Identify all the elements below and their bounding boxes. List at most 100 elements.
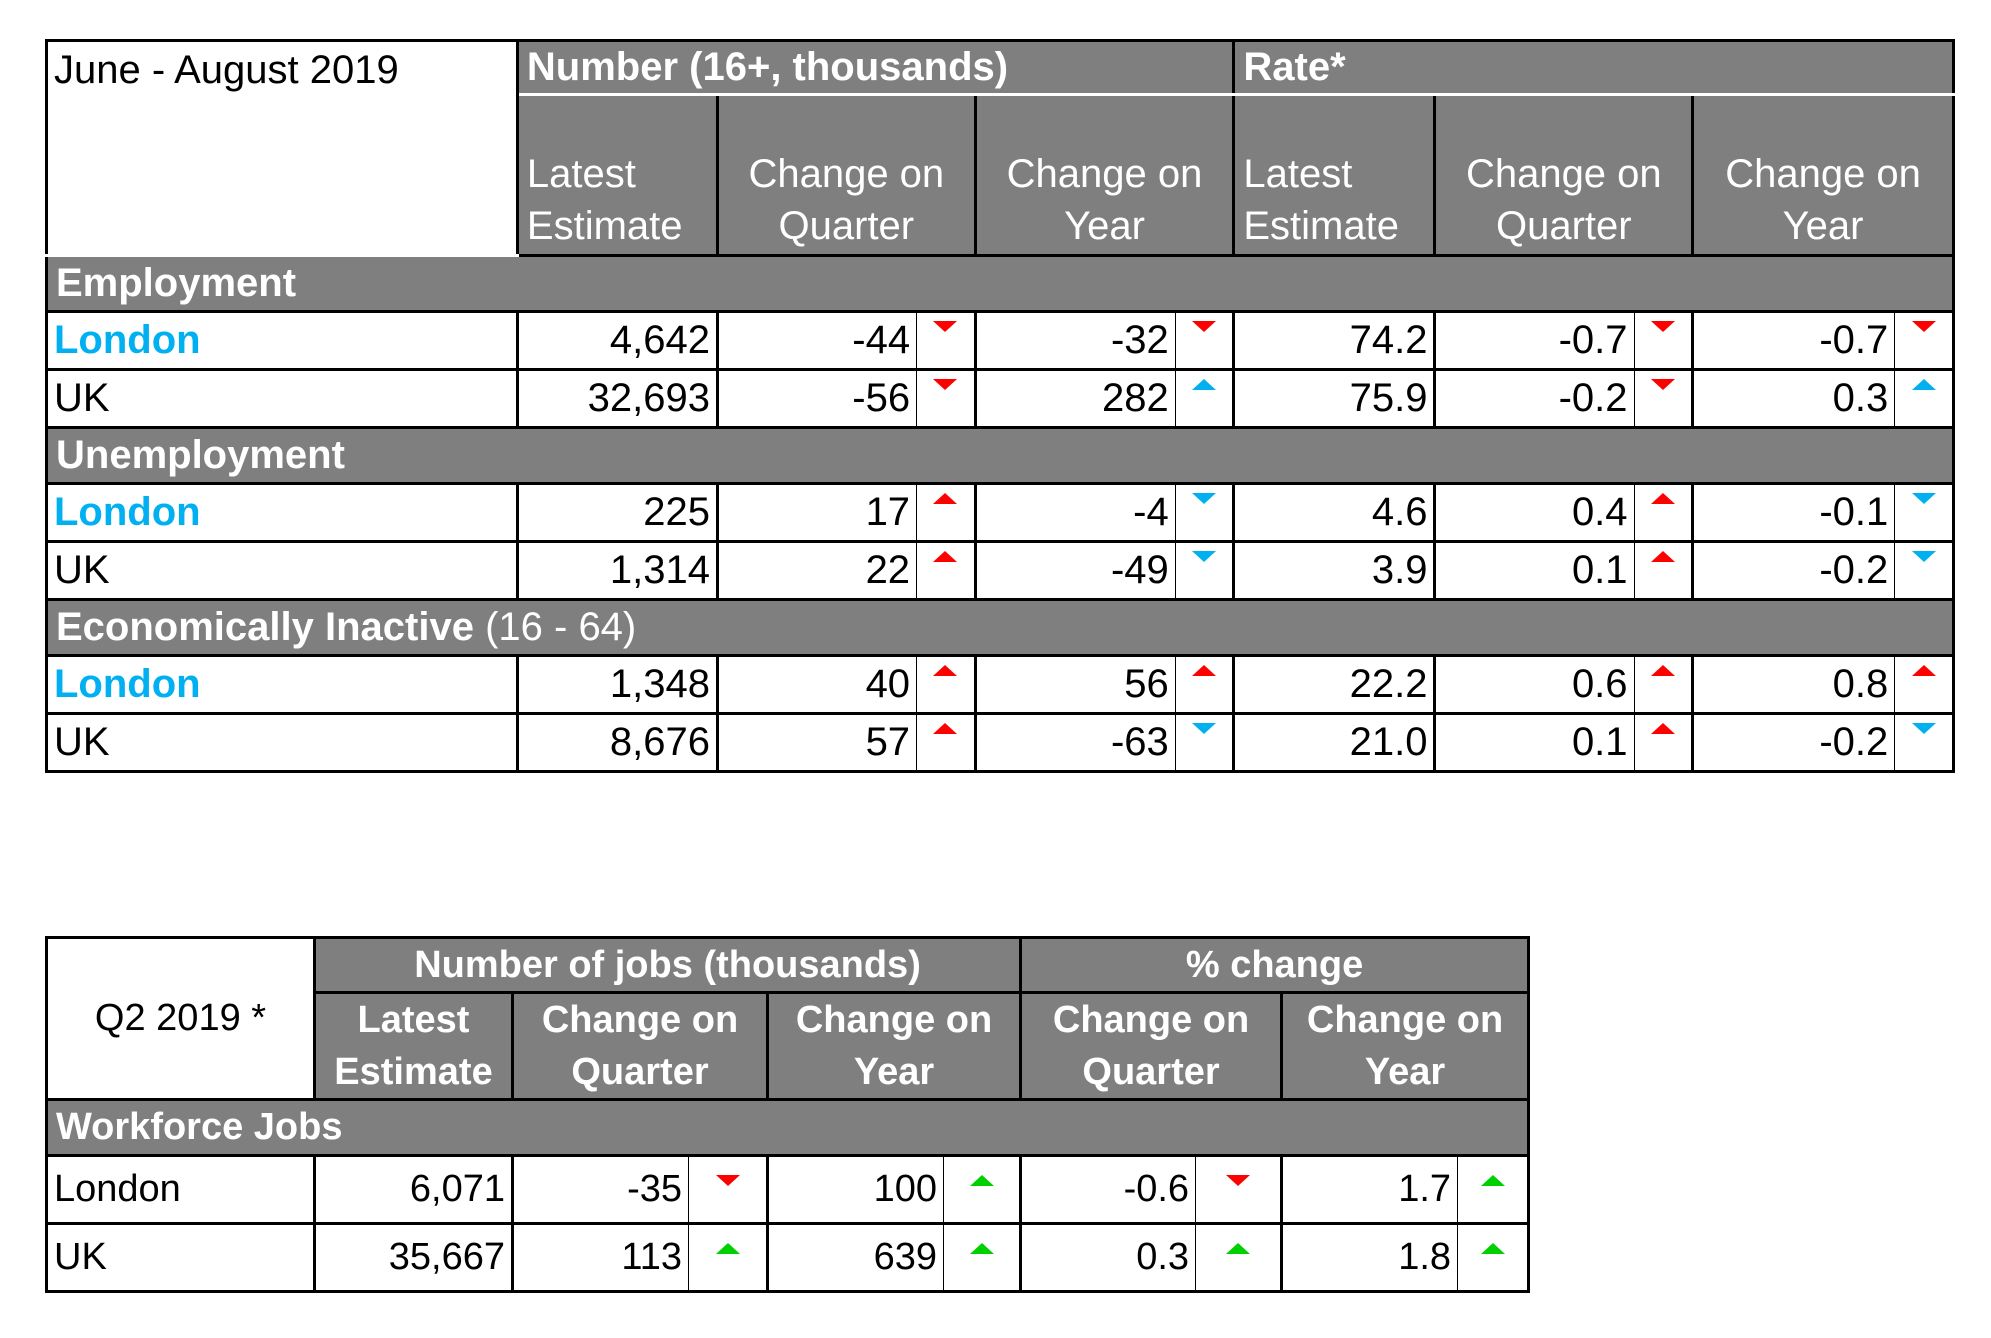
number-change-on-year: -63 <box>973 713 1176 773</box>
rate-change-on-quarter: 0.6 <box>1433 655 1635 715</box>
rate-change-on-quarter: 0.1 <box>1433 713 1635 773</box>
section-header: Employment <box>45 255 1955 313</box>
rate-latest-estimate: 74.2 <box>1232 311 1437 371</box>
arrow-down-icon <box>1911 493 1936 504</box>
trend-arrow-icon <box>1633 655 1695 715</box>
arrow-down-icon <box>933 321 958 332</box>
row-label: London <box>45 311 519 371</box>
section-header: Economically Inactive (16 - 64) <box>45 599 1955 657</box>
number-latest-estimate: 1,314 <box>515 541 719 601</box>
col-header-change-on-quarter: Change on Quarter <box>715 94 977 257</box>
group-header-rate: Rate* <box>1232 40 1955 96</box>
trend-arrow-icon <box>1633 369 1695 429</box>
arrow-up-icon <box>1480 1243 1505 1254</box>
table-row: UK 32,693 -56 282 75.9 -0.2 0.3 <box>45 369 1955 429</box>
table-row: London 6,071 -35 100 -0.6 1.7 <box>45 1155 1531 1225</box>
trend-arrow-icon <box>1174 369 1236 429</box>
row-label: London <box>45 1155 316 1225</box>
trend-arrow-icon <box>1174 311 1236 371</box>
arrow-down-icon <box>1650 379 1675 390</box>
arrow-up-icon <box>1650 665 1675 676</box>
row-label: UK <box>45 713 519 773</box>
col-header-rate-change-on-year: Change on Year <box>1691 94 1955 257</box>
rate-change-on-quarter: -0.2 <box>1433 369 1635 429</box>
table-row: London 225 17 -4 4.6 0.4 -0.1 <box>45 483 1955 543</box>
arrow-up-icon <box>1650 723 1675 734</box>
arrow-down-icon <box>1911 321 1936 332</box>
group-header-pct-change: % change <box>1019 937 1531 994</box>
rate-change-on-year: -0.2 <box>1691 541 1895 601</box>
section-workforce-jobs: Workforce Jobs <box>44 1099 1531 1157</box>
number-latest-estimate: 32,693 <box>515 369 719 429</box>
jobs-change-on-year: 639 <box>766 1223 944 1293</box>
number-change-on-quarter: 22 <box>715 541 917 601</box>
rate-change-on-quarter: 0.1 <box>1433 541 1635 601</box>
rate-latest-estimate: 75.9 <box>1232 369 1437 429</box>
trend-arrow-icon <box>1894 369 1955 429</box>
arrow-down-icon <box>933 379 958 390</box>
trend-arrow-icon <box>1633 541 1695 601</box>
trend-arrow-icon <box>1894 713 1955 773</box>
trend-arrow-icon <box>1633 713 1695 773</box>
col-header-latest-estimate: Latest Estimate <box>313 992 514 1101</box>
col-header-latest-estimate: Latest Estimate <box>515 94 719 257</box>
rate-change-on-year: -0.2 <box>1691 713 1895 773</box>
trend-arrow-icon <box>1174 655 1236 715</box>
number-latest-estimate: 4,642 <box>515 311 719 371</box>
trend-arrow-icon <box>1174 713 1236 773</box>
arrow-up-icon <box>1192 379 1217 390</box>
jobs-change-on-quarter: -35 <box>511 1155 689 1225</box>
arrow-up-icon <box>1192 665 1217 676</box>
jobs-latest-estimate: 6,071 <box>313 1155 514 1225</box>
arrow-down-icon <box>1192 723 1217 734</box>
number-change-on-quarter: -44 <box>715 311 917 371</box>
arrow-up-icon <box>1911 379 1936 390</box>
arrow-up-icon <box>1650 551 1675 562</box>
section-header: Unemployment <box>45 427 1955 485</box>
pct-change-on-quarter: 0.3 <box>1019 1223 1196 1293</box>
period-label: June - August 2019 <box>45 40 519 257</box>
row-label: UK <box>45 1223 316 1293</box>
row-label: UK <box>45 369 519 429</box>
rate-latest-estimate: 21.0 <box>1232 713 1437 773</box>
trend-arrow-icon <box>688 1155 769 1225</box>
rate-change-on-year: 0.8 <box>1691 655 1895 715</box>
rate-latest-estimate: 4.6 <box>1232 483 1437 543</box>
trend-arrow-icon <box>1174 541 1236 601</box>
trend-arrow-icon <box>688 1223 769 1293</box>
trend-arrow-icon <box>916 541 977 601</box>
trend-arrow-icon <box>916 655 977 715</box>
group-header-jobs: Number of jobs (thousands) <box>312 937 1023 994</box>
pct-change-on-quarter: -0.6 <box>1019 1155 1196 1225</box>
section-title: Employment <box>56 261 297 305</box>
trend-arrow-icon <box>1894 483 1955 543</box>
arrow-up-icon <box>1650 493 1675 504</box>
trend-arrow-icon <box>1894 655 1955 715</box>
number-change-on-quarter: 17 <box>715 483 917 543</box>
number-change-on-year: 282 <box>973 369 1176 429</box>
arrow-up-icon <box>715 1243 740 1254</box>
trend-arrow-icon <box>1633 311 1695 371</box>
table-row: UK 8,676 57 -63 21.0 0.1 -0.2 <box>45 713 1955 773</box>
col-header-rate-change-on-quarter: Change on Quarter <box>1433 94 1695 257</box>
arrow-down-icon <box>715 1175 740 1186</box>
number-change-on-year: 56 <box>973 655 1176 715</box>
arrow-up-icon <box>933 551 958 562</box>
arrow-up-icon <box>933 493 958 504</box>
section-title: Economically Inactive <box>56 605 474 649</box>
jobs-latest-estimate: 35,667 <box>313 1223 514 1293</box>
col-header-change-on-year: Change on Year <box>973 94 1236 257</box>
col-header-pct-change-on-year: Change on Year <box>1280 992 1531 1101</box>
trend-arrow-icon <box>1633 483 1695 543</box>
number-change-on-quarter: 57 <box>715 713 917 773</box>
period-label-q2: Q2 2019 * <box>45 937 316 1101</box>
arrow-down-icon <box>1650 321 1675 332</box>
col-header-change-on-quarter: Change on Quarter <box>511 992 769 1101</box>
arrow-down-icon <box>1192 321 1217 332</box>
arrow-down-icon <box>1911 551 1936 562</box>
section-suffix: (16 - 64) <box>485 605 637 649</box>
row-label: London <box>45 483 519 543</box>
trend-arrow-icon <box>916 713 977 773</box>
arrow-up-icon <box>969 1243 994 1254</box>
number-change-on-quarter: 40 <box>715 655 917 715</box>
